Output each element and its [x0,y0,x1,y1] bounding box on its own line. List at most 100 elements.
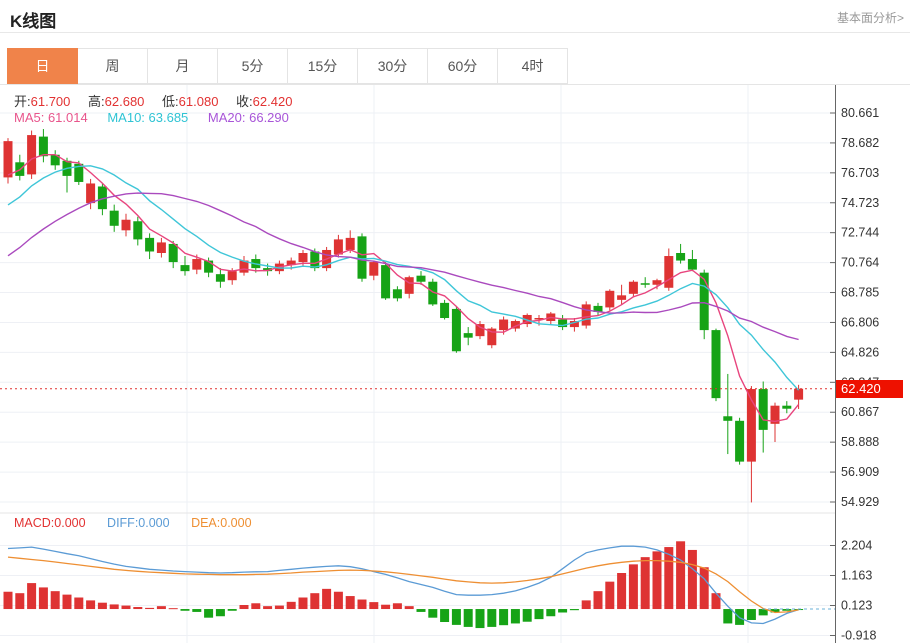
candle [333,239,343,255]
macd-bar [758,609,768,616]
tick-label: 76.703 [841,166,879,180]
dea-value: DEA:0.000 [191,516,252,530]
candle [440,302,450,319]
macd-bar [156,606,166,610]
diff-line [7,545,799,625]
macd-bar [215,609,225,617]
ohlc-readout: 开:61.700 高:62.680 低:61.080 收:62.420 [14,91,306,110]
macd-bar [569,609,579,611]
macd-bar [310,593,320,610]
macd-bar [3,591,13,610]
candle [510,321,520,329]
tick-label: 60.867 [841,405,879,419]
macd-bar [251,603,261,610]
candle [605,290,615,308]
open-value: 61.700 [30,94,71,109]
macd-bar [133,607,143,610]
low-label: 低: [162,94,179,109]
chart-top-border [0,84,910,85]
macd-bar [357,599,367,610]
macd-bar [121,605,131,610]
close-value: 62.420 [252,94,293,109]
macd-bar [475,609,485,629]
tab-day[interactable]: 日 [7,48,78,84]
tab-4hour[interactable]: 4时 [498,48,568,84]
ma20-line [7,192,799,341]
macd-bar [38,587,48,610]
macd-bar [298,597,308,610]
ma20-value: MA20: 66.290 [207,110,289,125]
header-divider [0,32,910,33]
last-price-badge: 62.420 [836,380,903,398]
candle [711,330,721,399]
candle [664,256,674,288]
tab-5min[interactable]: 5分 [218,48,288,84]
macd-bar [392,603,402,610]
macd-bar [770,609,780,613]
candle [404,277,414,294]
candle [581,304,591,326]
macd-bar [664,547,674,610]
tick-label: 0.123 [841,598,872,612]
macd-bar [97,602,107,610]
tick-label: 80.661 [841,106,879,120]
macd-bar [534,609,544,620]
macd-bar [145,607,155,610]
candle [38,136,48,157]
candle [487,328,497,346]
candle [298,253,308,263]
macd-bar [15,593,25,610]
candle [215,274,225,282]
macd-bar [416,609,426,612]
tab-30min[interactable]: 30分 [358,48,428,84]
candle [263,268,273,272]
tick-label: 72.744 [841,226,879,240]
candle [782,405,792,409]
tick-label: 2.204 [841,539,872,553]
macd-readout: MACD:0.000 DIFF:0.000 DEA:0.000 [14,516,252,530]
candle [192,259,202,270]
macd-bar [404,606,414,610]
tab-60min[interactable]: 60分 [428,48,498,84]
dea-line [7,556,799,614]
candle [180,265,190,272]
macd-bar [546,609,556,617]
tab-15min[interactable]: 15分 [288,48,358,84]
candle [735,420,745,462]
candle [74,163,84,182]
macd-bar [168,608,178,610]
candle [133,221,143,240]
macd-bar [369,602,379,610]
macd-bar [522,609,532,622]
macd-bar [499,609,509,626]
close-label: 收: [236,94,253,109]
candle [475,324,485,337]
candle [416,275,426,282]
macd-bar [50,591,60,610]
candle [640,283,650,285]
period-tab-bar: 日周月 5分 15分 30分 60分 4时 [7,48,568,84]
tab-month[interactable]: 月 [148,48,218,84]
high-value: 62.680 [104,94,145,109]
candle [145,237,155,252]
candle [558,319,568,328]
fundamental-analysis-link[interactable]: 基本面分析> [836,11,904,25]
candle [569,321,579,328]
macd-bar [192,609,202,612]
ma-readout: MA5: 61.014 MA10: 63.685 MA20: 66.290 [14,110,289,125]
tab-week[interactable]: 周 [78,48,148,84]
candle [794,388,804,400]
tick-label: 56.909 [841,465,879,479]
page-title: K线图 [10,12,57,31]
candle [499,319,509,331]
candle [723,416,733,421]
candle [534,318,544,320]
candle [463,333,473,338]
ma10-line [7,165,800,391]
macd-bar [109,604,119,610]
candle [357,236,367,279]
macd-bar [711,593,721,610]
candle [392,289,402,299]
